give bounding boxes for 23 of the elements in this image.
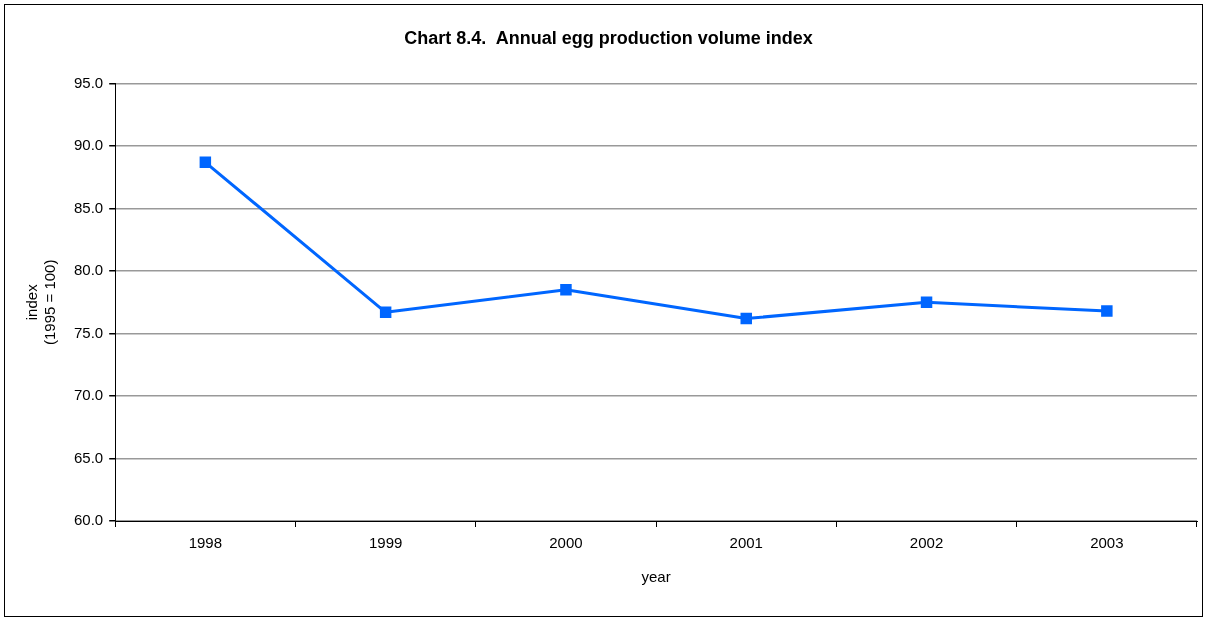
y-tick-label: 95.0 bbox=[73, 73, 104, 91]
x-tick-label: 1998 bbox=[188, 534, 223, 552]
y-tick-label: 90.0 bbox=[73, 136, 104, 154]
y-tick-label: 80.0 bbox=[73, 261, 104, 279]
y-tick-label: 65.0 bbox=[73, 448, 104, 466]
point bbox=[560, 284, 572, 296]
chart-title: Chart 8.4. Annual egg production volume index bbox=[404, 27, 813, 48]
y-tick-label: 60.0 bbox=[73, 511, 104, 529]
y-tick-label: 75.0 bbox=[73, 323, 104, 341]
x-tick-label: 2001 bbox=[729, 534, 763, 552]
point bbox=[199, 156, 212, 169]
y-tick-label: 70.0 bbox=[73, 386, 104, 404]
x-tick-label: 2000 bbox=[549, 534, 583, 552]
y-axis-title: index (1995 = 100) bbox=[23, 259, 59, 346]
x-tick-label: 2003 bbox=[1090, 534, 1124, 552]
point bbox=[379, 306, 392, 319]
x-axis-title: year bbox=[641, 568, 671, 586]
x-tick-label: 2002 bbox=[909, 534, 944, 552]
point bbox=[740, 312, 752, 325]
y-tick-label: 85.0 bbox=[73, 198, 104, 216]
x-tick-label: 1999 bbox=[368, 534, 403, 552]
point bbox=[920, 296, 933, 309]
point bbox=[1101, 305, 1113, 317]
